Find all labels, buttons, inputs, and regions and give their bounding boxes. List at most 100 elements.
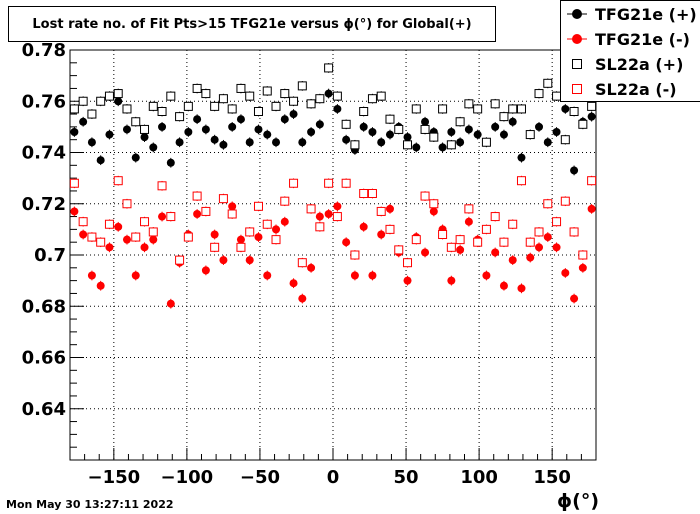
data-point (561, 268, 570, 277)
legend: TFG21e (+) TFG21e (-) SL22a (+) SL22a (-… (560, 0, 700, 102)
data-point (421, 248, 430, 257)
data-point (105, 243, 114, 252)
data-point (464, 99, 474, 109)
data-point (253, 107, 263, 116)
data-point (131, 117, 141, 127)
data-point (569, 227, 579, 237)
data-point (420, 191, 430, 201)
data-point (420, 124, 430, 134)
data-point (184, 128, 193, 136)
data-point (535, 122, 544, 131)
data-point (543, 233, 552, 242)
x-tick-label: −50 (240, 467, 280, 488)
legend-marker-open-square-red (572, 84, 582, 94)
data-point (499, 281, 508, 290)
data-point (263, 130, 272, 139)
data-point (280, 196, 290, 206)
data-series (69, 63, 597, 309)
data-point (306, 99, 316, 109)
data-point (158, 122, 167, 131)
grid-lines (70, 49, 596, 460)
data-point (367, 94, 377, 104)
data-point (122, 199, 132, 209)
data-point (491, 122, 500, 131)
data-point (333, 202, 342, 211)
data-point (218, 194, 228, 204)
data-point (245, 227, 255, 237)
data-point (543, 199, 553, 209)
data-point (79, 230, 88, 239)
series-3 (69, 175, 597, 268)
legend-label: SL22a (-) (595, 79, 677, 99)
data-point (516, 176, 526, 186)
data-point (245, 138, 254, 147)
data-point (411, 104, 421, 114)
data-point (341, 178, 351, 188)
data-point (464, 204, 474, 214)
data-point (183, 232, 193, 242)
data-point (79, 117, 88, 126)
data-point (429, 132, 439, 142)
data-point (526, 253, 535, 262)
axis-tick-labels: −150 −100 −50 0 50 100 150 0.64 0.66 0.68 0.7 0.72 0… (22, 40, 571, 488)
data-point (122, 125, 131, 134)
legend-marker-open-square-black (572, 59, 582, 69)
data-point (113, 89, 123, 99)
data-point (219, 140, 228, 149)
data-point (289, 96, 299, 106)
data-point (324, 63, 334, 73)
data-point (482, 271, 491, 280)
x-tick-label: 50 (394, 467, 419, 488)
data-point (446, 242, 456, 252)
data-point (210, 230, 219, 239)
data-point (411, 235, 421, 245)
data-point (289, 279, 298, 288)
data-point (508, 219, 518, 229)
data-point (490, 99, 500, 109)
data-point (236, 235, 245, 244)
data-point (473, 130, 482, 139)
data-point (447, 128, 456, 136)
data-point (158, 212, 167, 221)
data-point (87, 109, 97, 119)
series-2 (69, 63, 597, 150)
data-point (491, 248, 500, 257)
data-point (263, 271, 272, 280)
data-point (587, 112, 596, 121)
data-point (525, 130, 535, 140)
data-point (350, 271, 359, 280)
data-point (210, 101, 220, 111)
data-point (245, 91, 255, 101)
data-point (149, 235, 158, 244)
data-point (324, 210, 333, 218)
data-point (272, 225, 281, 234)
data-point (490, 212, 500, 222)
data-point (464, 125, 473, 134)
axis-ticks (70, 49, 582, 460)
data-point (228, 122, 237, 131)
data-point (236, 115, 245, 124)
data-point (376, 91, 386, 101)
data-point (587, 204, 596, 213)
data-point (315, 94, 325, 104)
data-point (201, 89, 211, 99)
data-point (517, 153, 526, 162)
data-point (499, 130, 508, 139)
y-tick-label: 0.68 (22, 296, 66, 317)
data-point (307, 263, 316, 272)
data-point (412, 143, 421, 152)
data-point (324, 89, 333, 98)
y-tick-label: 0.66 (22, 348, 66, 369)
data-point (166, 212, 176, 222)
x-tick-label: −100 (161, 467, 214, 488)
data-point (578, 119, 588, 129)
x-tick-label: −150 (88, 467, 141, 488)
data-point (253, 201, 263, 211)
data-point (464, 217, 473, 226)
data-point (315, 212, 324, 221)
data-point (262, 219, 272, 229)
data-point (201, 206, 211, 216)
data-point (332, 91, 342, 101)
data-point (534, 89, 544, 99)
data-point (578, 250, 588, 260)
